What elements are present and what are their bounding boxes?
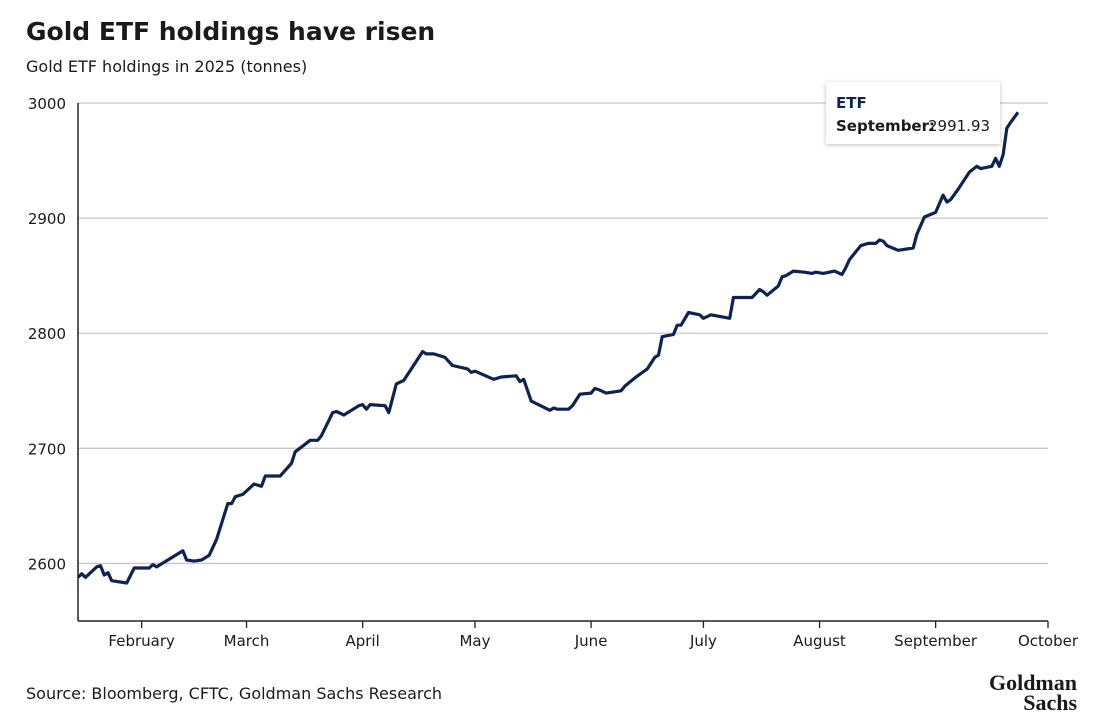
y-tick-label: 2800: [28, 325, 66, 343]
x-tick-label: September: [894, 632, 978, 650]
chart-subtitle: Gold ETF holdings in 2025 (tonnes): [26, 57, 307, 76]
x-tick-label: May: [459, 632, 490, 650]
x-tick-label: August: [793, 632, 846, 650]
x-tick-label: April: [345, 632, 379, 650]
source-note: Source: Bloomberg, CFTC, Goldman Sachs R…: [26, 684, 442, 703]
tooltip: ETF September: 2991.93: [826, 82, 1000, 144]
logo: Sachs: [1023, 690, 1077, 715]
y-tick-label: 2600: [28, 555, 66, 573]
y-tick-label: 3000: [28, 95, 66, 113]
chart-title: Gold ETF holdings have risen: [26, 17, 435, 46]
x-tick-label: October: [1018, 632, 1079, 650]
x-tick-label: March: [224, 632, 270, 650]
x-tick-label: June: [574, 632, 608, 650]
x-tick-label: February: [108, 632, 175, 650]
x-tick-label: July: [689, 632, 717, 650]
tooltip-value: 2991.93: [928, 117, 990, 135]
y-tick-label: 2700: [28, 440, 66, 458]
tooltip-box: [826, 82, 1000, 144]
tooltip-series: ETF: [836, 94, 867, 112]
logo: Goldman: [989, 670, 1077, 695]
y-tick-label: 2900: [28, 210, 66, 228]
tooltip-label: September:: [836, 117, 935, 135]
data-line: [76, 111, 1020, 585]
